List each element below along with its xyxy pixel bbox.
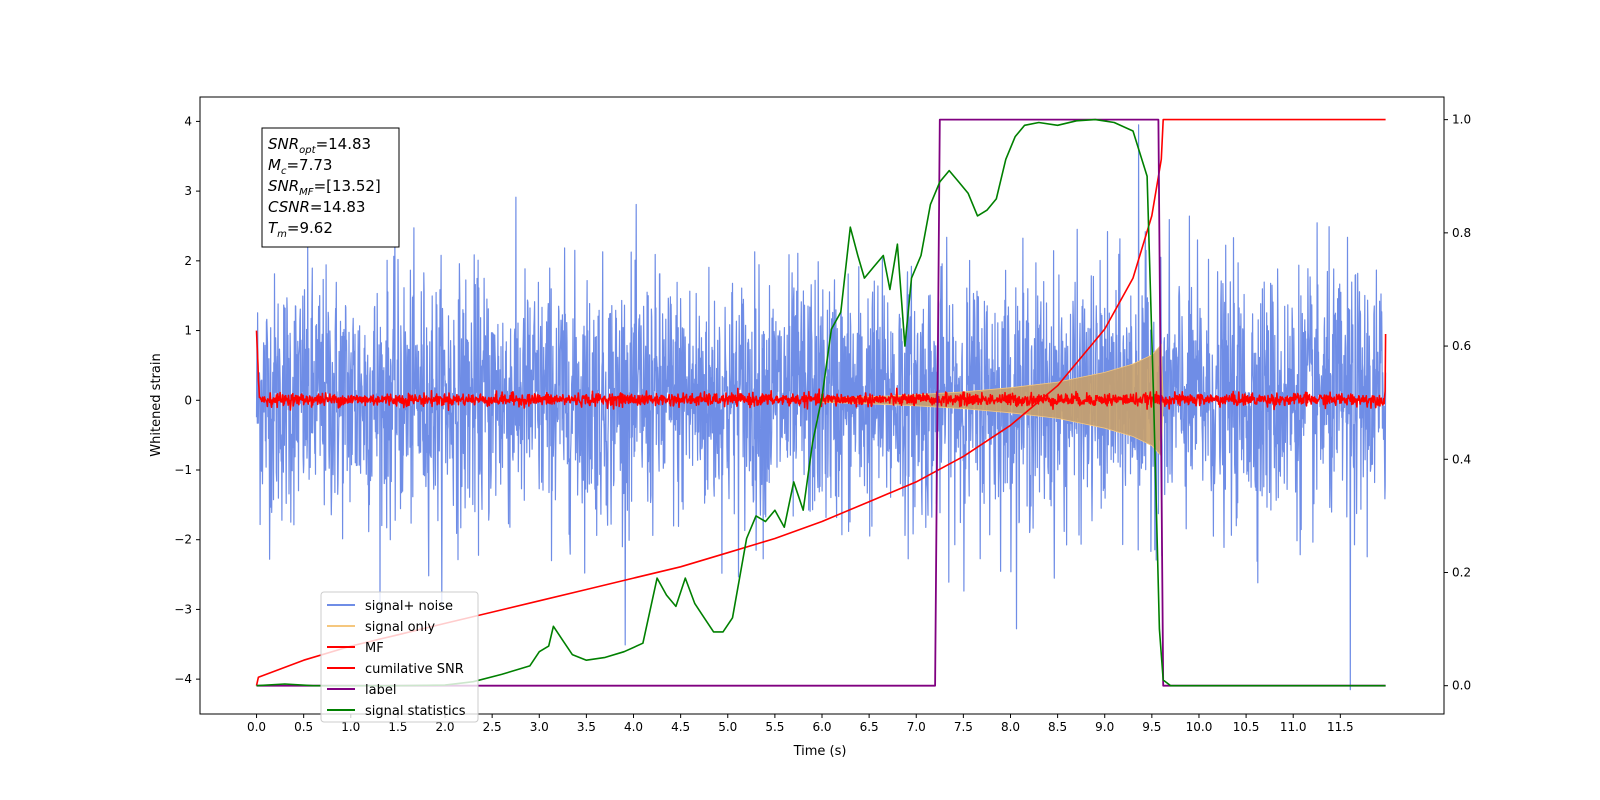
x-tick-label: 7.0 <box>907 720 926 734</box>
y-tick-label: 3 <box>184 184 192 198</box>
x-tick-label: 5.5 <box>765 720 784 734</box>
x-tick-label: 6.0 <box>812 720 831 734</box>
y-tick-label: −2 <box>174 533 192 547</box>
x-tick-label: 11.0 <box>1280 720 1307 734</box>
legend-label: signal+ noise <box>365 599 453 614</box>
y2-tick-label: 0.2 <box>1452 565 1471 579</box>
y-tick-label: 0 <box>184 393 192 407</box>
x-tick-label: 7.5 <box>954 720 973 734</box>
x-tick-label: 3.0 <box>530 720 549 734</box>
x-tick-label: 11.5 <box>1327 720 1354 734</box>
x-tick-label: 10.5 <box>1233 720 1260 734</box>
legend-label: cumilative SNR <box>365 662 464 677</box>
y-tick-label: −1 <box>174 463 192 477</box>
x-tick-label: 3.5 <box>577 720 596 734</box>
y2-tick-label: 1.0 <box>1452 113 1471 127</box>
legend-label: signal only <box>365 620 435 635</box>
y2-tick-label: 0.8 <box>1452 226 1471 240</box>
x-tick-label: 2.5 <box>483 720 502 734</box>
x-tick-label: 5.0 <box>718 720 737 734</box>
y-axis-right: 0.0 0.2 0.4 0.6 0.8 1.0 <box>1444 113 1471 693</box>
y-tick-label: −3 <box>174 602 192 616</box>
y2-tick-label: 0.6 <box>1452 339 1471 353</box>
info-box: SNRopt=14.83Mc=7.73SNRMF=[13.52]CSNR=14.… <box>261 127 400 248</box>
x-tick-label: 0.5 <box>294 720 313 734</box>
info-line: SNRopt=14.83 <box>268 135 371 156</box>
series-signal-noise <box>255 124 1387 691</box>
x-tick-label: 4.0 <box>624 720 643 734</box>
x-tick-label: 6.5 <box>860 720 879 734</box>
info-box-frame <box>261 127 400 248</box>
y2-tick-label: 0.4 <box>1452 452 1471 466</box>
x-tick-label: 8.5 <box>1048 720 1067 734</box>
x-tick-label: 0.0 <box>247 720 266 734</box>
y-axis-label: Whitened strain <box>149 353 164 456</box>
y2-tick-label: 0.0 <box>1452 679 1471 693</box>
x-tick-label: 2.0 <box>435 720 454 734</box>
x-tick-label: 1.5 <box>388 720 407 734</box>
y-tick-label: −4 <box>174 672 192 686</box>
info-line: Tm=9.62 <box>268 219 333 240</box>
y-tick-label: 1 <box>184 324 192 338</box>
info-line: SNRMF=[13.52] <box>268 177 381 198</box>
x-tick-label: 4.5 <box>671 720 690 734</box>
legend-label: label <box>365 683 396 698</box>
y-axis-left: −4 −3 −2 −1 0 1 2 3 4 <box>174 114 200 686</box>
legend-label: MF <box>365 641 384 656</box>
y-tick-label: 2 <box>184 254 192 268</box>
x-tick-label: 1.0 <box>341 720 360 734</box>
legend-label: signal statistics <box>365 704 466 719</box>
legend-frame <box>320 591 479 723</box>
x-axis: 0.0 0.5 1.0 1.5 2.0 2.5 3.0 3.5 4.0 4.5 5.0 5.5 6.0 6… <box>247 714 1354 734</box>
x-tick-label: 9.5 <box>1142 720 1161 734</box>
legend: signal+ noise signal only MF cumilative SNR… <box>320 591 479 723</box>
info-line: CSNR=14.83 <box>268 198 365 216</box>
x-axis-label: Time (s) <box>793 744 847 759</box>
series-signal-statistics <box>256 118 1386 687</box>
y-tick-label: 4 <box>184 114 192 128</box>
info-line: Mc=7.73 <box>268 156 332 177</box>
x-tick-label: 8.0 <box>1001 720 1020 734</box>
x-tick-label: 10.0 <box>1186 720 1213 734</box>
x-tick-label: 9.0 <box>1095 720 1114 734</box>
